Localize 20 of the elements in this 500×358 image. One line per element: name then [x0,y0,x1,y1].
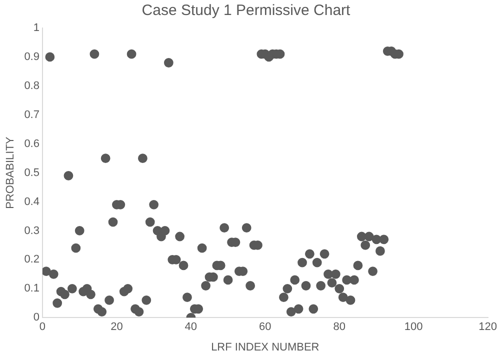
y-tick-label: 0.7 [24,108,40,121]
y-tick-label: 0.9 [24,50,40,63]
x-axis-title: LRF INDEX NUMBER [211,341,320,354]
y-tick-label: 0.5 [24,166,40,179]
x-tick-label: 120 [478,321,498,334]
y-tick-label: 0.2 [24,254,40,266]
y-tick-label: 0.3 [24,224,40,237]
x-tick-label: 60 [259,321,272,334]
y-tick-label: 0 [33,312,40,324]
x-tick-label: 80 [333,321,346,334]
y-tick-label: 0.8 [24,80,40,92]
y-tick-label: 1 [33,22,40,34]
x-tick-label: 100 [404,321,423,334]
y-tick-label: 0.6 [24,138,40,150]
y-axis-title: PROBABILITY [4,136,17,209]
y-tick-label: 0.1 [24,282,40,295]
chart-title: Case Study 1 Permissive Chart [142,2,352,20]
x-tick-label: 20 [110,321,123,334]
x-tick-label: 40 [184,321,198,334]
y-tick-label: 0.4 [24,196,40,208]
